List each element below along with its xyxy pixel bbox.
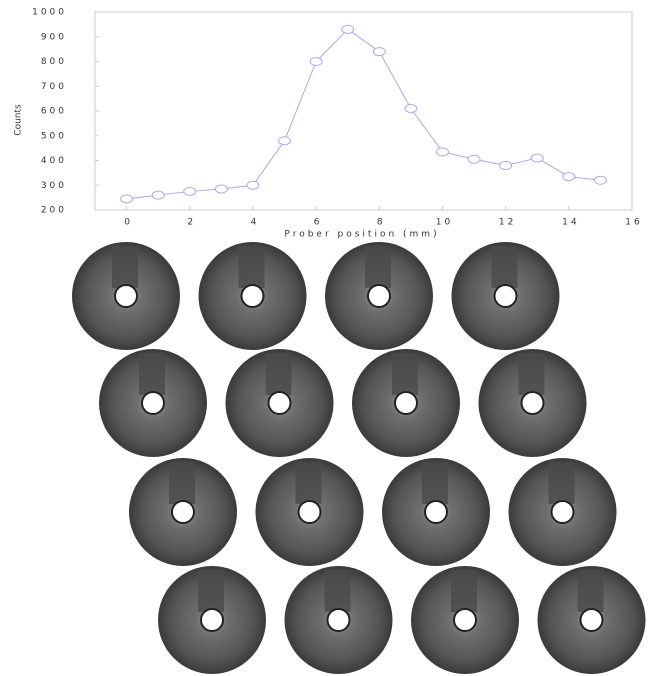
data-point [405, 105, 417, 113]
data-point [184, 187, 196, 195]
disk-notch [492, 246, 518, 288]
disk-notch [112, 246, 138, 288]
disk-images [72, 242, 646, 674]
disk-hole [201, 609, 223, 631]
y-tick-label: 900 [41, 32, 67, 42]
y-axis-label: Counts [14, 104, 24, 136]
disk-hole [522, 392, 544, 414]
data-point [310, 58, 322, 66]
disk-notch [451, 570, 477, 612]
disk-notch [139, 353, 165, 395]
y-tick-label: 200 [41, 206, 67, 216]
data-point [215, 185, 227, 193]
disk-notch [578, 570, 604, 612]
x-tick-label: 0 [124, 218, 133, 228]
disk-hole [115, 285, 137, 307]
disk-notch [392, 353, 418, 395]
y-tick-label: 400 [41, 156, 67, 166]
disk-hole [425, 501, 447, 523]
data-point [342, 25, 354, 33]
disk-notch [325, 570, 351, 612]
data-point [373, 48, 385, 56]
data-point [121, 195, 133, 203]
y-tick-label: 600 [41, 107, 67, 117]
disk-notch [198, 570, 224, 612]
data-point [531, 154, 543, 162]
x-tick-label: 6 [314, 218, 323, 228]
y-tick-label: 800 [41, 57, 67, 67]
disk-notch [549, 462, 575, 504]
y-tick-label: 300 [41, 181, 67, 191]
x-tick-label: 14 [562, 218, 579, 228]
y-tick-label: 500 [41, 131, 67, 141]
x-tick-label: 4 [251, 218, 260, 228]
disk-notch [365, 246, 391, 288]
figure: Counts Prober position (mm) 200 300 400 500… [0, 0, 651, 676]
x-tick-label: 16 [625, 218, 642, 228]
data-point [594, 176, 606, 184]
x-tick-label: 12 [499, 218, 516, 228]
x-tick-label: 10 [436, 218, 453, 228]
disk-hole [142, 392, 164, 414]
disk-hole [395, 392, 417, 414]
disk-notch [296, 462, 322, 504]
disk-hole [552, 501, 574, 523]
disk-hole [581, 609, 603, 631]
disk-hole [495, 285, 517, 307]
disk-hole [299, 501, 321, 523]
y-tick-label: 700 [41, 82, 67, 92]
disk-notch [266, 353, 292, 395]
data-point [500, 161, 512, 169]
data-point [279, 137, 291, 145]
data-point [436, 148, 448, 156]
plot-frame [95, 12, 632, 210]
disk-hole [269, 392, 291, 414]
data-line [127, 29, 601, 199]
disk-hole [368, 285, 390, 307]
disk-hole [242, 285, 264, 307]
x-tick-label: 8 [377, 218, 386, 228]
data-point [152, 191, 164, 199]
data-point [247, 181, 259, 189]
x-axis-label: Prober position (mm) [284, 230, 439, 240]
disk-notch [422, 462, 448, 504]
y-tick-label: 1000 [32, 8, 67, 18]
disk-hole [454, 609, 476, 631]
disk-notch [519, 353, 545, 395]
data-point [563, 173, 575, 181]
disk-hole [328, 609, 350, 631]
data-point [468, 155, 480, 163]
disk-notch [169, 462, 195, 504]
disk-notch [239, 246, 265, 288]
x-tick-label: 2 [187, 218, 196, 228]
disk-hole [172, 501, 194, 523]
